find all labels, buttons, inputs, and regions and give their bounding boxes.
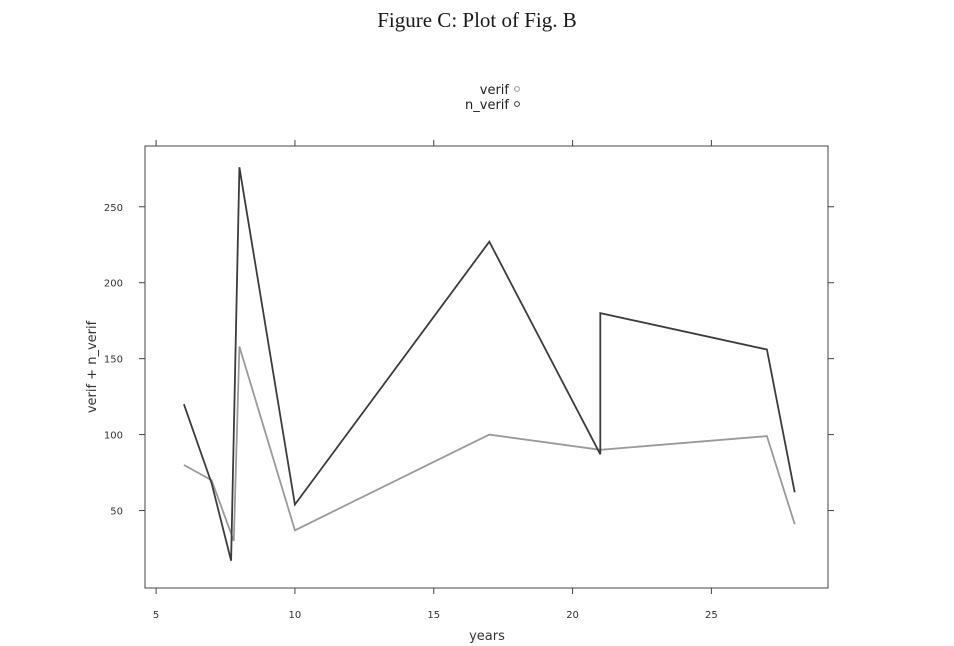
series-line-n-verif xyxy=(183,167,796,561)
series-lines xyxy=(183,167,796,561)
x-tick-label: 25 xyxy=(705,610,718,621)
legend-label-n-verif: n_verif xyxy=(465,98,509,113)
plot-area-frame xyxy=(144,145,829,589)
series-line-verif xyxy=(183,346,796,542)
figure-title: Figure C: Plot of Fig. B xyxy=(377,8,577,32)
y-tick-label: 200 xyxy=(104,279,123,290)
legend-marker-verif xyxy=(514,86,520,92)
x-tick-label: 20 xyxy=(566,610,579,621)
x-axis-title: years xyxy=(469,629,505,644)
y-tick-label: 150 xyxy=(104,355,123,366)
x-tick-label: 5 xyxy=(153,610,159,621)
legend-label-verif: verif xyxy=(480,83,510,98)
y-tick-label: 50 xyxy=(110,507,123,518)
y-axis-title: verif + n_verif xyxy=(85,320,100,413)
axis-ticks: 5 10 15 20 25 50 100 150 200 250 xyxy=(104,140,834,621)
legend-marker-n-verif xyxy=(514,101,520,107)
y-tick-label: 250 xyxy=(104,203,123,214)
y-tick-label: 100 xyxy=(104,431,123,442)
legend: verif n_verif xyxy=(465,83,520,113)
x-tick-label: 15 xyxy=(427,610,440,621)
x-tick-label: 10 xyxy=(289,610,302,621)
